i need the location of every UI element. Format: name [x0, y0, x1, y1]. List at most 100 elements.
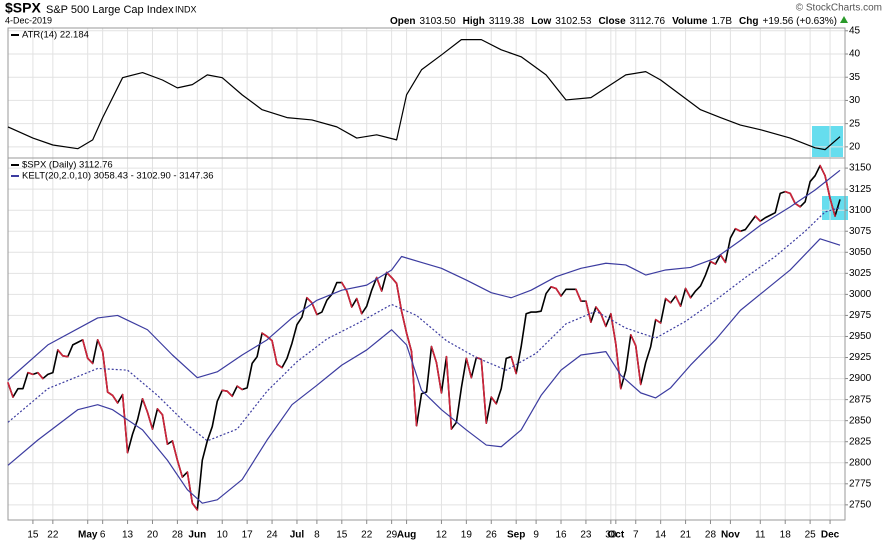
quote-label: High — [463, 16, 485, 27]
x-tick-label: 17 — [242, 530, 254, 541]
down-segment — [101, 350, 109, 393]
x-tick-label: Jul — [290, 530, 305, 541]
x-tick-label: 21 — [680, 530, 692, 541]
down-segment — [829, 197, 836, 217]
down-segment — [62, 355, 69, 358]
x-tick-label: 12 — [436, 530, 448, 541]
down-segment — [37, 371, 44, 380]
x-tick-label: 8 — [314, 530, 320, 541]
change-arrow — [840, 16, 848, 23]
down-segment — [600, 312, 607, 328]
x-tick-label: 28 — [705, 530, 717, 541]
y-tick-label: 2875 — [849, 394, 872, 405]
x-tick-label: 26 — [486, 530, 498, 541]
y-tick-label: 2850 — [849, 415, 872, 426]
down-segment — [654, 318, 662, 324]
y-tick-label: 2825 — [849, 436, 872, 447]
x-tick-label: 28 — [172, 530, 184, 541]
down-segment — [306, 296, 313, 304]
down-segment — [754, 215, 762, 222]
x-tick-label: Nov — [721, 530, 740, 541]
y-tick-label: 3050 — [849, 247, 872, 258]
down-segment — [191, 502, 199, 511]
legend-label: $SPX (Daily) 3112.76 — [22, 160, 113, 171]
down-segment — [146, 411, 154, 430]
down-segment — [27, 371, 34, 376]
down-segment — [575, 288, 582, 302]
x-tick-label: 23 — [580, 530, 592, 541]
exchange: INDX — [175, 4, 197, 14]
symbol: $SPX — [5, 0, 41, 16]
down-segment — [121, 393, 129, 454]
y-tick-label: 20 — [849, 141, 861, 152]
y-tick-label: 3025 — [849, 268, 872, 279]
down-segment — [465, 357, 473, 379]
down-segment — [610, 312, 617, 345]
down-segment — [7, 381, 14, 398]
x-tick-label: 10 — [217, 530, 229, 541]
y-tick-label: 35 — [849, 72, 861, 83]
down-segment — [794, 202, 801, 208]
x-tick-label: Aug — [397, 530, 416, 541]
index-name: S&P 500 Large Cap Index — [46, 4, 174, 16]
x-tick-label: 20 — [147, 530, 159, 541]
down-segment — [171, 440, 179, 462]
down-segment — [221, 389, 229, 392]
down-segment — [824, 174, 831, 200]
x-tick-label: 30 — [605, 530, 617, 541]
quote-line: Open 3103.50 High 3119.38 Low 3102.53 Close 311… — [390, 16, 837, 27]
y-tick-label: 40 — [849, 49, 861, 60]
x-tick-label: 15 — [336, 530, 348, 541]
quote-value: 3119.38 — [489, 16, 525, 27]
highlight-box — [812, 126, 843, 157]
y-tick-label: 2800 — [849, 457, 872, 468]
down-segment — [405, 332, 413, 353]
y-tick-label: 2950 — [849, 331, 872, 342]
down-segment — [111, 394, 119, 404]
down-segment — [375, 276, 383, 292]
x-tick-label: Oct — [607, 530, 624, 541]
down-segment — [271, 339, 278, 366]
x-tick-label: May — [78, 530, 98, 541]
y-tick-label: 2975 — [849, 310, 872, 321]
down-segment — [186, 471, 194, 504]
x-tick-label: 6 — [100, 530, 106, 541]
down-segment — [819, 164, 826, 177]
down-segment — [400, 310, 408, 334]
quote-label: Open — [390, 16, 416, 27]
quote-value: +19.56 (+0.63%) — [763, 16, 838, 27]
down-segment — [719, 254, 727, 264]
down-segment — [510, 355, 517, 375]
x-tick-label: 19 — [461, 530, 473, 541]
down-segment — [276, 363, 283, 369]
down-segment — [789, 192, 796, 205]
quote-label: Volume — [672, 16, 708, 27]
y-tick-label: 45 — [849, 25, 861, 36]
series-line — [7, 39, 841, 151]
y-tick-label: 30 — [849, 95, 861, 106]
panel-frame — [7, 157, 846, 521]
down-segment — [734, 227, 742, 233]
date: 4-Dec-2019 — [5, 15, 52, 25]
down-segment — [674, 295, 682, 307]
down-segment — [86, 357, 94, 365]
down-segment — [390, 276, 398, 285]
quote-value: 3112.76 — [630, 16, 666, 27]
y-tick-label: 2775 — [849, 478, 872, 489]
y-tick-label: 3125 — [849, 184, 872, 195]
down-segment — [345, 290, 353, 308]
x-tick-label: 14 — [655, 530, 667, 541]
down-segment — [106, 391, 114, 397]
y-tick-label: 25 — [849, 118, 861, 129]
down-segment — [176, 459, 184, 478]
quote-value: 3102.53 — [555, 16, 592, 27]
copyright: © StockCharts.com — [796, 3, 882, 14]
y-tick-label: 2900 — [849, 373, 872, 384]
y-tick-label: 3000 — [849, 289, 872, 300]
quote-value: 1.7B — [711, 16, 732, 27]
quote-label: Chg — [739, 16, 758, 27]
x-tick-label: 11 — [755, 530, 766, 541]
down-segment — [355, 297, 363, 315]
x-tick-label: 29 — [386, 530, 398, 541]
